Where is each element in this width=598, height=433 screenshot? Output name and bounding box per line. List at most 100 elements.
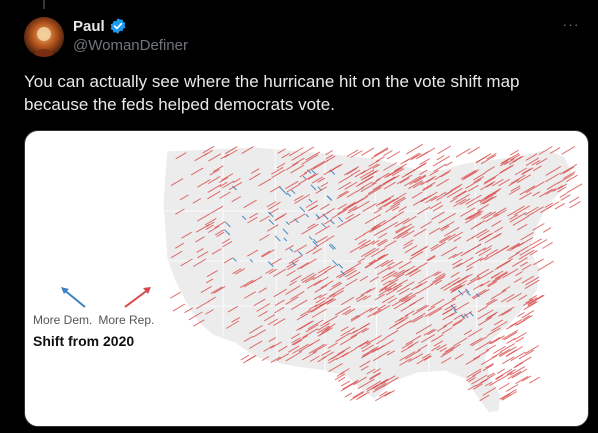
rep-shift-arrow [399,357,412,366]
author-name[interactable]: Paul [73,17,105,35]
rep-shift-arrow [307,172,319,180]
rep-shift-arrow [521,310,535,319]
rep-shift-arrow [364,186,382,198]
rep-shift-arrow [523,297,538,306]
vote-shift-map [162,143,583,414]
rep-shift-arrow [399,351,416,362]
rep-shift-arrow [214,221,226,229]
rep-shift-arrow [408,341,419,348]
rep-shift-arrow [466,375,476,382]
rep-shift-arrow [231,316,241,323]
rep-shift-arrow [328,357,337,364]
dem-shift-arrow [464,313,469,319]
rep-shift-arrow [325,150,333,156]
rep-shift-arrow [422,181,436,191]
rep-shift-arrow [235,268,246,275]
rep-shift-arrow [509,214,518,220]
rep-shift-arrow [532,165,542,172]
rep-shift-arrow [278,345,288,352]
rep-shift-arrow [515,336,525,343]
rep-shift-arrow [538,146,553,155]
rep-shift-arrow [375,172,390,182]
rep-shift-arrow [301,351,318,361]
rep-shift-arrow [357,257,366,263]
rep-shift-arrow [276,162,286,169]
rep-shift-arrow [466,368,482,378]
rep-shift-arrow [376,266,391,276]
rep-shift-arrow [373,219,386,228]
rep-shift-arrow [542,241,553,249]
rep-shift-arrow [463,169,480,179]
dem-shift-arrow [297,251,303,256]
rep-shift-arrow [485,362,494,369]
rep-shift-arrow [525,153,538,161]
rep-shift-arrow [340,380,350,387]
dem-shift-arrow [338,263,343,269]
rep-shift-arrow [404,349,421,360]
rep-shift-arrow [291,337,301,344]
rep-shift-arrow [479,255,488,262]
rep-shift-arrow [519,246,535,256]
rep-shift-arrow [449,197,458,203]
rep-shift-arrow [392,206,400,212]
rep-shift-arrow [525,276,540,286]
more-options-icon[interactable]: ··· [562,16,580,32]
rep-shift-arrow [249,172,261,181]
rep-shift-arrow [386,167,404,178]
rep-shift-arrow [416,304,427,312]
rep-shift-arrow [401,230,415,239]
rep-shift-arrow [328,282,343,291]
rep-shift-arrow [470,222,482,230]
rep-shift-arrow [274,299,285,307]
rep-shift-arrow [512,215,529,226]
rep-shift-arrow [308,343,325,354]
rep-shift-arrow [448,253,457,260]
rep-shift-arrow [415,150,430,160]
post-media-image[interactable]: More Dem. More Rep. Shift from 2020 [24,130,589,427]
rep-shift-arrow [349,243,366,254]
rep-shift-arrow [440,233,456,244]
dem-shift-arrow [249,259,254,263]
rep-shift-arrow [344,166,360,176]
rep-shift-arrow [424,195,437,204]
rep-shift-arrow [347,271,361,281]
author-handle[interactable]: @WomanDefiner [73,37,188,54]
rep-shift-arrow [281,152,290,159]
rep-shift-arrow [362,202,377,213]
rep-shift-arrow [483,176,496,185]
rep-shift-arrow [240,354,250,361]
rep-shift-arrow [381,295,395,304]
rep-shift-arrow [515,271,523,277]
rep-shift-arrow [286,183,301,193]
rep-shift-arrow [313,276,329,286]
rep-shift-arrow [501,309,512,316]
rep-shift-arrow [324,265,337,273]
rep-shift-arrow [337,203,347,210]
rep-shift-arrow [448,311,457,317]
rep-shift-arrow [396,285,408,293]
rep-shift-arrow [340,327,356,337]
rep-shift-arrow [276,353,289,362]
rep-shift-arrow [342,379,359,390]
rep-shift-arrow [546,201,560,210]
rep-shift-arrow [377,254,386,260]
rep-shift-arrow [510,174,526,185]
rep-shift-arrow [467,328,483,338]
rep-shift-arrow [369,306,378,312]
rep-shift-arrow [473,383,483,390]
rep-shift-arrow [377,240,388,247]
rep-shift-arrow [501,393,511,400]
rep-shift-arrow [320,203,330,211]
rep-shift-arrow [485,313,497,321]
rep-shift-arrow [263,314,275,322]
dem-shift-arrow [291,261,296,266]
rep-shift-arrow [175,208,185,215]
rep-shift-arrow [411,191,423,199]
rep-shift-arrow [477,309,494,320]
rep-shift-arrow [368,159,380,167]
rep-shift-arrow [471,289,487,299]
rep-shift-arrow [368,259,377,265]
rep-shift-arrow [293,244,307,253]
avatar[interactable] [24,17,64,57]
rep-shift-arrow [493,345,506,354]
